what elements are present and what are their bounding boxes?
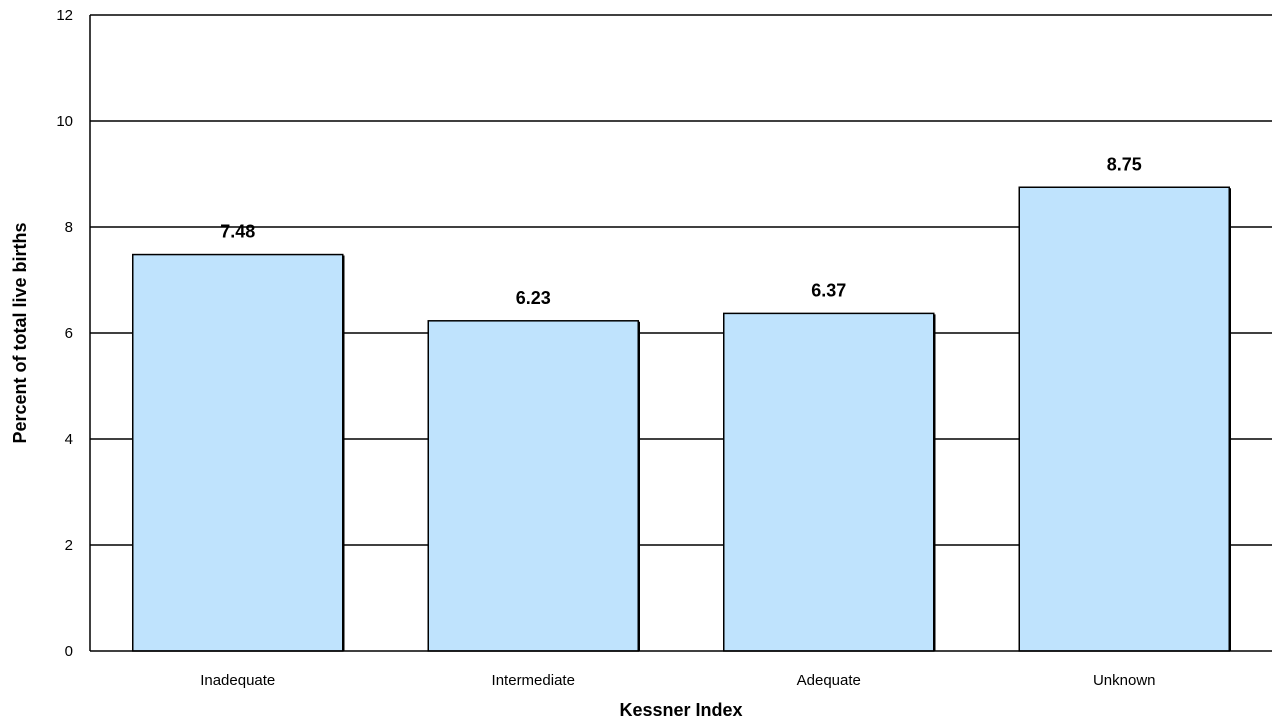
data-labels: 7.48 6.23 6.37 8.75	[220, 154, 1142, 308]
x-tick-labels: Inadequate Intermediate Adequate Unknown	[200, 672, 1155, 689]
y-tick-label: 8	[65, 219, 73, 236]
y-tick-label: 4	[65, 431, 73, 448]
x-tick-label: Unknown	[1093, 672, 1156, 689]
x-tick-label: Intermediate	[492, 672, 575, 689]
bar	[132, 253, 344, 652]
y-tick-label: 12	[56, 7, 73, 24]
bars	[132, 186, 1231, 652]
data-label: 8.75	[1107, 154, 1142, 174]
x-tick-label: Adequate	[797, 672, 861, 689]
y-tick-labels: 0 2 4 6 8 10 12	[56, 7, 73, 660]
y-tick-label: 6	[65, 325, 73, 342]
data-label: 6.23	[516, 288, 551, 308]
bar	[723, 312, 935, 652]
y-tick-label: 2	[65, 537, 73, 554]
bar	[427, 320, 639, 652]
x-tick-label: Inadequate	[200, 672, 275, 689]
y-tick-label: 0	[65, 643, 73, 660]
data-label: 6.37	[811, 280, 846, 300]
y-axis-title: Percent of total live births	[10, 222, 30, 443]
y-tick-label: 10	[56, 113, 73, 130]
plot-frame	[89, 14, 1272, 652]
data-label: 7.48	[220, 222, 255, 242]
bar	[1018, 186, 1230, 652]
x-axis-title: Kessner Index	[619, 700, 742, 720]
